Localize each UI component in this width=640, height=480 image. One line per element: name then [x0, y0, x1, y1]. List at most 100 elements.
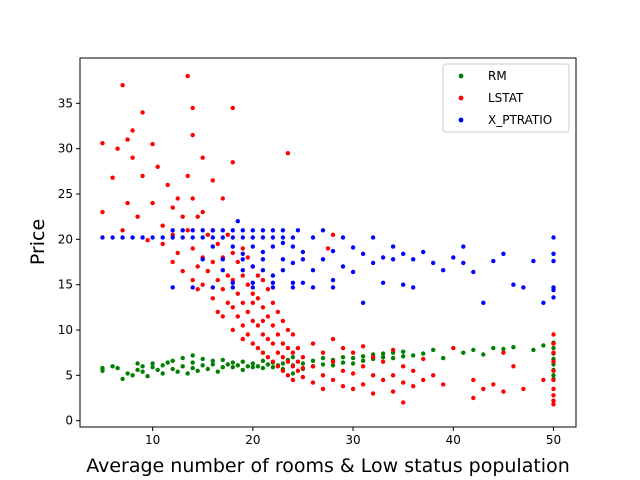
data-point [521, 386, 526, 392]
data-point [170, 228, 175, 233]
data-point [230, 235, 235, 240]
data-point [270, 323, 276, 328]
data-point [220, 196, 225, 201]
data-point [551, 393, 556, 398]
data-point [511, 345, 516, 350]
data-point [270, 285, 276, 290]
y-tick-label: 25 [58, 187, 73, 201]
legend-marker [458, 95, 464, 101]
data-point [170, 235, 175, 240]
data-point [180, 228, 185, 233]
data-point [461, 350, 466, 355]
data-point [195, 368, 200, 373]
data-point [330, 248, 336, 254]
data-point [170, 366, 175, 372]
points-layer [100, 73, 556, 407]
data-point [155, 367, 160, 373]
data-point [220, 235, 225, 240]
data-point [230, 360, 235, 365]
data-point [350, 269, 356, 275]
data-point [295, 359, 301, 364]
data-point [195, 264, 200, 269]
data-point [155, 164, 160, 169]
data-point [260, 228, 266, 233]
data-point [290, 260, 296, 266]
data-point [421, 249, 426, 255]
data-point [541, 343, 546, 348]
legend-box [442, 63, 570, 133]
data-point [275, 350, 281, 355]
data-point [401, 354, 406, 359]
data-point [235, 314, 240, 319]
data-point [210, 259, 215, 265]
data-point [270, 359, 276, 364]
data-point [230, 105, 235, 111]
data-point [270, 300, 276, 305]
data-point [210, 178, 215, 183]
data-point [265, 287, 271, 292]
data-point [250, 235, 255, 240]
data-point [175, 250, 180, 256]
data-point [140, 235, 145, 240]
data-point [340, 235, 346, 240]
data-point [180, 235, 185, 240]
data-point [431, 347, 436, 353]
data-point [265, 336, 271, 342]
data-point [185, 173, 190, 179]
data-point [360, 354, 366, 359]
data-point [471, 269, 476, 275]
y-tick-label: 5 [65, 368, 73, 382]
data-point [250, 361, 255, 366]
data-point [160, 235, 165, 240]
data-point [481, 300, 486, 305]
data-point [205, 268, 210, 274]
y-axis: 0 5 10 15 20 25 30 35 [58, 96, 80, 428]
data-point [215, 277, 220, 283]
data-point [390, 244, 396, 249]
data-point [320, 355, 326, 361]
data-point [280, 355, 286, 360]
data-point [110, 235, 115, 240]
data-point [245, 364, 250, 369]
data-point [150, 365, 155, 370]
legend-label: RM [488, 69, 507, 83]
data-point [180, 355, 185, 361]
x-tick-label: 50 [546, 433, 561, 447]
data-point [285, 327, 291, 333]
data-point [551, 350, 556, 355]
data-point [235, 219, 240, 224]
data-point [290, 280, 296, 285]
data-point [290, 364, 296, 369]
data-point [380, 359, 386, 364]
data-point [210, 244, 215, 249]
data-point [165, 360, 170, 365]
data-point [100, 209, 105, 215]
data-point [100, 235, 105, 240]
data-point [290, 285, 296, 290]
data-point [401, 282, 406, 287]
data-point [210, 362, 215, 367]
data-point [360, 364, 366, 369]
data-point [290, 377, 296, 383]
data-point [220, 314, 225, 319]
data-point [265, 355, 271, 360]
data-point [210, 228, 215, 233]
data-point [220, 365, 225, 370]
data-point [290, 244, 296, 249]
data-point [280, 235, 286, 240]
data-point [150, 141, 155, 147]
data-point [190, 246, 195, 251]
data-point [290, 355, 296, 360]
data-point [120, 235, 125, 240]
data-point [295, 345, 301, 351]
data-point [350, 361, 356, 366]
data-point [370, 373, 376, 378]
data-point [380, 280, 386, 285]
data-point [300, 361, 306, 366]
data-point [260, 249, 266, 255]
data-point [190, 196, 195, 201]
data-point [245, 282, 250, 287]
data-point [160, 241, 165, 247]
data-point [240, 359, 245, 364]
data-point [300, 280, 306, 285]
